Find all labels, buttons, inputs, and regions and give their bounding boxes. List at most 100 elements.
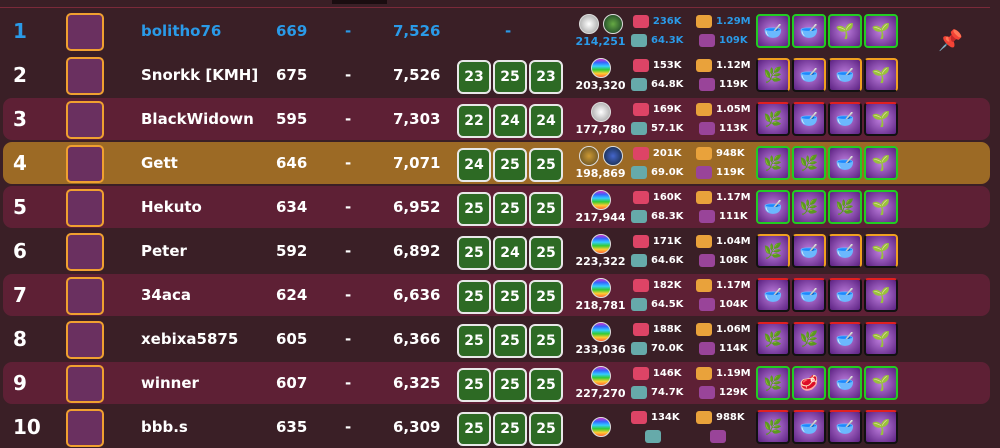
avatar[interactable] xyxy=(66,233,104,271)
score: 634 xyxy=(276,198,308,216)
bowl-item-icon[interactable]: 🥣 xyxy=(828,146,862,180)
avatar[interactable] xyxy=(66,321,104,359)
level-box: 25 xyxy=(457,368,491,402)
bowl-item-icon[interactable]: 🥣 xyxy=(828,366,862,400)
bowl-item-icon[interactable]: 🥣 xyxy=(828,102,862,136)
rank: 5 xyxy=(13,195,27,219)
leaderboard-row[interactable]: 8 xebixa5875 605 - 6,366 25 25 25 233,036 18… xyxy=(3,318,990,360)
avatar[interactable] xyxy=(66,189,104,227)
herb-item-icon[interactable]: 🌿 xyxy=(756,102,790,136)
bowl-item-icon[interactable]: 🥣 xyxy=(828,410,862,444)
root-item-icon[interactable]: 🌱 xyxy=(864,410,898,444)
herb-item-icon[interactable]: 🌿 xyxy=(756,58,790,92)
attack-value: 188K xyxy=(652,324,682,335)
root-item-icon[interactable]: 🌱 xyxy=(864,146,898,180)
points: 6,309 xyxy=(393,418,441,436)
bowl-item-icon[interactable]: 🥣 xyxy=(828,234,862,268)
heart-icon xyxy=(699,210,715,223)
bowl-item-icon[interactable]: 🥣 xyxy=(756,190,790,224)
attack-icon xyxy=(632,191,649,204)
heart-value: 109K xyxy=(719,35,748,46)
bowl-item-icon[interactable]: 🥣 xyxy=(828,322,862,356)
leaderboard-row[interactable]: 10 bbb.s 635 - 6,309 25 25 25 134K 988K 🌿 🥣 🥣 🌱 xyxy=(3,406,990,448)
root-item-icon[interactable]: 🌱 xyxy=(864,366,898,400)
points: 7,303 xyxy=(393,110,441,128)
herb-item-icon[interactable]: 🌿 xyxy=(792,190,826,224)
leaderboard-row[interactable]: 5 Hekuto 634 - 6,952 25 25 25 217,944 160K 68… xyxy=(3,186,990,228)
root-item-icon[interactable]: 🌱 xyxy=(864,322,898,356)
avatar[interactable] xyxy=(66,145,104,183)
leaderboard-row[interactable]: 3 BlackWidown 595 - 7,303 22 24 24 177,780 1… xyxy=(3,98,990,140)
orb-value: 214,251 xyxy=(575,35,626,48)
silver-orb-icon xyxy=(578,14,599,34)
orb-value: 233,036 xyxy=(575,343,626,356)
leaderboard-row[interactable]: 1 bolitho76 669 - 7,526 - 214,251 236K 64.3… xyxy=(3,10,990,52)
heart-icon xyxy=(699,342,715,355)
points: 6,325 xyxy=(393,374,441,392)
orb-value: 227,270 xyxy=(575,387,626,400)
player-name[interactable]: Peter xyxy=(141,242,187,260)
player-name[interactable]: Gett xyxy=(141,154,178,172)
orb-value: 217,944 xyxy=(575,211,626,224)
pin-icon[interactable]: 📌 xyxy=(938,28,963,52)
stats-left: 188K 70.0K xyxy=(631,318,683,360)
player-name[interactable]: bolitho76 xyxy=(141,22,222,40)
leaderboard-row[interactable]: 6 Peter 592 - 6,892 25 24 25 223,322 171K 64.… xyxy=(3,230,990,272)
avatar[interactable] xyxy=(66,13,104,51)
player-name[interactable]: bbb.s xyxy=(141,418,188,436)
leaderboard-row[interactable]: 2 Snorkk [KMH] 675 - 7,526 23 25 23 203,320 … xyxy=(3,54,990,96)
attack-icon xyxy=(632,15,649,28)
score: 607 xyxy=(276,374,308,392)
leaderboard-row[interactable]: 4 Gett 646 - 7,071 24 25 25 198,869 201K 69.0… xyxy=(3,142,990,184)
root-item-icon[interactable]: 🌱 xyxy=(864,234,898,268)
bowl-item-icon[interactable]: 🥣 xyxy=(792,102,826,136)
player-name[interactable]: 34aca xyxy=(141,286,192,304)
bowl-item-icon[interactable]: 🥣 xyxy=(756,278,790,312)
herb-item-icon[interactable]: 🌿 xyxy=(792,322,826,356)
rainbow-orb-icon xyxy=(590,366,611,386)
bowl-item-icon[interactable]: 🥣 xyxy=(756,14,790,48)
herb-item-icon[interactable]: 🌿 xyxy=(756,146,790,180)
root-item-icon[interactable]: 🌱 xyxy=(864,14,898,48)
root-item-icon[interactable]: 🌱 xyxy=(864,102,898,136)
root-item-icon[interactable]: 🌱 xyxy=(864,190,898,224)
player-name[interactable]: winner xyxy=(141,374,199,392)
avatar[interactable] xyxy=(66,101,104,139)
dash: - xyxy=(345,66,352,84)
herb-item-icon[interactable]: 🌿 xyxy=(828,190,862,224)
attack-icon xyxy=(632,279,649,292)
root-item-icon[interactable]: 🌱 xyxy=(828,14,862,48)
avatar[interactable] xyxy=(66,365,104,403)
avatar[interactable] xyxy=(66,57,104,95)
bowl-item-icon[interactable]: 🥣 xyxy=(828,58,862,92)
herb-item-icon[interactable]: 🌿 xyxy=(756,366,790,400)
bowl-item-icon[interactable]: 🥣 xyxy=(792,234,826,268)
leaderboard-row[interactable]: 7 34aca 624 - 6,636 25 25 25 218,781 182K 64.… xyxy=(3,274,990,316)
level-box: 25 xyxy=(457,236,491,270)
root-item-icon[interactable]: 🌱 xyxy=(864,278,898,312)
defense-value: 64.6K xyxy=(651,255,684,266)
player-name[interactable]: Hekuto xyxy=(141,198,202,216)
bowl-item-icon[interactable]: 🥣 xyxy=(792,58,826,92)
leaderboard-row[interactable]: 9 winner 607 - 6,325 25 25 25 227,270 146K 74… xyxy=(3,362,990,404)
defense-icon xyxy=(631,386,647,399)
player-name[interactable]: BlackWidown xyxy=(141,110,254,128)
bowl-item-icon[interactable]: 🥣 xyxy=(828,278,862,312)
herb-item-icon[interactable]: 🌿 xyxy=(792,146,826,180)
rank: 9 xyxy=(13,371,27,395)
bowl-item-icon[interactable]: 🥣 xyxy=(792,278,826,312)
bowl-item-icon[interactable]: 🥣 xyxy=(792,14,826,48)
meat-item-icon[interactable]: 🥩 xyxy=(792,366,826,400)
avatar[interactable] xyxy=(66,277,104,315)
root-item-icon[interactable]: 🌱 xyxy=(864,58,898,92)
rainbow-orb-icon xyxy=(590,58,611,78)
herb-item-icon[interactable]: 🌿 xyxy=(756,234,790,268)
rank: 3 xyxy=(13,107,27,131)
avatar[interactable] xyxy=(66,409,104,447)
bowl-item-icon[interactable]: 🥣 xyxy=(792,410,826,444)
stats-left: 182K 64.5K xyxy=(631,274,683,316)
herb-item-icon[interactable]: 🌿 xyxy=(756,410,790,444)
herb-item-icon[interactable]: 🌿 xyxy=(756,322,790,356)
player-name[interactable]: xebixa5875 xyxy=(141,330,239,348)
player-name[interactable]: Snorkk [KMH] xyxy=(141,66,259,84)
